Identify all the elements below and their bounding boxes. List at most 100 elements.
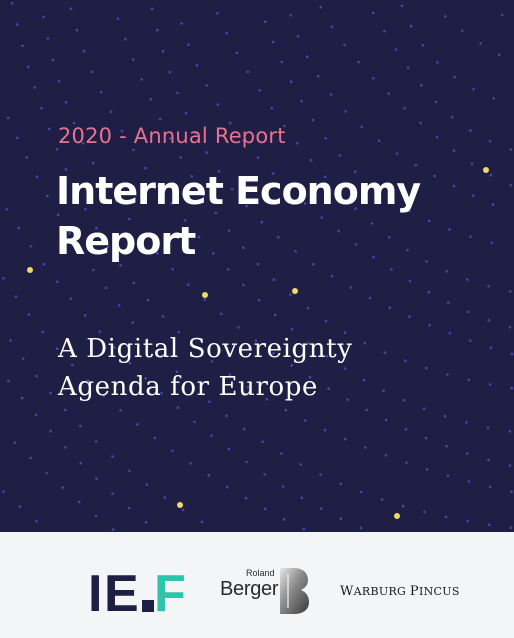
pattern-dot — [370, 222, 374, 225]
pattern-dot — [362, 378, 366, 382]
pattern-dot — [27, 65, 30, 68]
pattern-dot — [261, 440, 264, 444]
pattern-dot — [419, 121, 422, 125]
pattern-dot — [453, 75, 456, 79]
highlight-dot — [177, 502, 183, 508]
pattern-dot — [168, 137, 172, 140]
pattern-dot — [323, 175, 327, 179]
pattern-dot — [402, 398, 405, 402]
pattern-dot — [300, 496, 304, 500]
pattern-dot — [146, 298, 150, 302]
pattern-dot — [41, 330, 45, 334]
pattern-dot — [425, 260, 428, 263]
pattern-dot — [472, 87, 475, 91]
pattern-dot — [212, 252, 215, 255]
pattern-dot — [79, 461, 83, 465]
pattern-dot — [33, 86, 36, 89]
pattern-dot — [46, 194, 49, 198]
pattern-dot — [343, 43, 346, 47]
warburg-pincus-logo: WARBURG PINCUS — [340, 584, 460, 599]
pattern-dot — [124, 37, 127, 41]
pattern-dot — [246, 386, 250, 389]
pattern-dot — [320, 216, 324, 219]
pattern-dot — [84, 207, 87, 211]
pattern-dot — [382, 389, 385, 393]
pattern-dot — [452, 184, 456, 188]
pattern-dot — [99, 90, 103, 94]
pattern-dot — [330, 25, 334, 29]
pattern-dot — [325, 354, 329, 358]
pattern-dot — [225, 414, 228, 418]
pattern-dot — [193, 345, 197, 349]
pattern-dot — [35, 519, 38, 523]
pattern-dot — [14, 295, 18, 299]
pattern-dot — [383, 351, 387, 354]
pattern-dot — [6, 116, 10, 120]
pattern-dot — [187, 283, 190, 287]
pattern-dot — [29, 456, 32, 460]
pattern-dot — [486, 426, 490, 429]
pattern-dot — [383, 30, 386, 33]
roland-berger-logo-big-text: Berger — [220, 578, 279, 600]
pattern-dot — [508, 430, 512, 433]
pattern-dot — [509, 290, 512, 293]
pattern-dot — [145, 483, 149, 486]
pattern-dot — [400, 4, 404, 8]
pattern-dot — [55, 347, 59, 351]
pattern-dot — [242, 283, 245, 287]
pattern-dot — [55, 148, 59, 151]
pattern-dot — [465, 421, 468, 424]
pattern-dot — [265, 397, 269, 401]
pattern-dot — [245, 460, 248, 464]
pattern-dot — [271, 40, 275, 44]
pattern-dot — [181, 508, 185, 512]
pattern-dot — [296, 141, 299, 145]
pattern-dot — [245, 204, 248, 208]
pattern-dot — [136, 423, 139, 426]
pattern-dot — [94, 514, 98, 518]
pattern-dot — [69, 7, 73, 10]
pattern-dot — [510, 490, 513, 493]
pattern-dot — [160, 354, 163, 358]
pattern-dot — [57, 80, 61, 83]
pattern-dot — [158, 117, 162, 121]
pattern-dot — [337, 229, 340, 233]
pattern-dot — [86, 379, 90, 382]
highlight-dot — [483, 167, 489, 173]
pattern-dot — [144, 521, 148, 524]
pattern-dot — [510, 352, 514, 356]
pattern-dot — [187, 43, 190, 46]
pattern-dot — [280, 60, 284, 64]
pattern-dot — [21, 44, 24, 47]
pattern-dot — [349, 286, 353, 289]
pattern-dot — [263, 20, 267, 24]
warburg-pincus-logo-p: P — [409, 584, 419, 599]
pattern-dot — [79, 250, 83, 254]
pattern-dot — [372, 77, 375, 80]
pattern-dot — [395, 152, 399, 155]
pattern-dot — [488, 383, 492, 386]
pattern-dot — [509, 148, 513, 151]
pattern-dot — [444, 14, 447, 18]
pattern-dot — [466, 519, 469, 523]
pattern-dot — [45, 471, 48, 475]
pattern-dot — [363, 341, 367, 345]
pattern-dot — [156, 184, 160, 188]
pattern-dot — [64, 168, 68, 171]
pattern-dot — [244, 496, 248, 500]
pattern-dot — [323, 428, 327, 432]
pattern-dot — [461, 29, 464, 33]
pattern-dot — [479, 42, 482, 45]
ief-logo-letter-i: I — [88, 566, 102, 614]
pattern-dot — [235, 51, 239, 55]
pattern-dot — [387, 92, 391, 95]
report-subtitle: A Digital Sovereignty Agenda for Europe — [58, 330, 478, 406]
pattern-dot — [401, 504, 405, 508]
pattern-dot — [180, 22, 183, 25]
pattern-dot — [131, 321, 135, 324]
pattern-dot — [338, 154, 342, 157]
pattern-dot — [406, 66, 410, 69]
pattern-dot — [117, 304, 121, 307]
pattern-dot — [390, 268, 393, 271]
pattern-dot — [283, 124, 286, 128]
